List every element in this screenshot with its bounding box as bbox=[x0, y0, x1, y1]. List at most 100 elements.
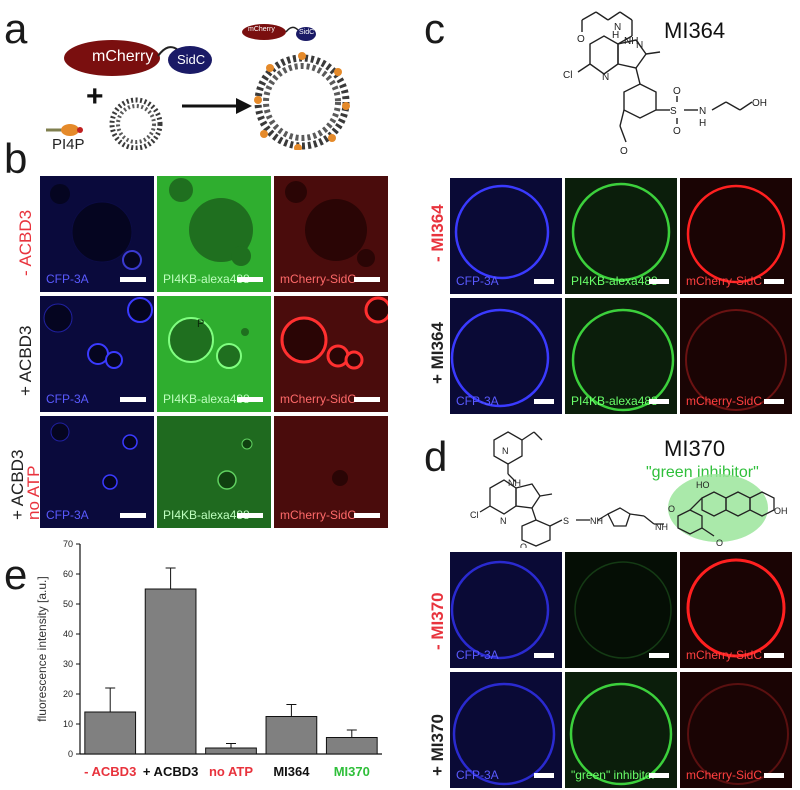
channel-label: PI4KB-alexa488 bbox=[163, 272, 250, 286]
tile-b-r3-cfp: CFP-3A bbox=[40, 416, 154, 528]
tile-d-r1-mcherry: mCherry-SidC bbox=[680, 552, 792, 668]
scale-bar bbox=[354, 277, 380, 282]
scale-bar bbox=[649, 279, 669, 284]
y-tick-label: 50 bbox=[63, 599, 73, 609]
chem-label: Cl bbox=[470, 510, 479, 520]
chem-label: O bbox=[716, 538, 723, 548]
chem-label: NH bbox=[508, 478, 521, 488]
scale-bar bbox=[764, 773, 784, 778]
chem-label: N bbox=[699, 106, 706, 117]
scale-bar bbox=[237, 277, 263, 282]
mcherry-ellipse bbox=[64, 40, 160, 76]
channel-label: mCherry-SidC bbox=[686, 274, 763, 288]
scale-bar bbox=[354, 513, 380, 518]
y-tick-label: 30 bbox=[63, 659, 73, 669]
tile-c-r1-cfp: CFP-3A bbox=[450, 178, 562, 294]
row-label-plus-mi370: + MI370 bbox=[428, 714, 447, 776]
linker-line bbox=[157, 46, 179, 57]
mi364-structure: O H N NH N N Cl S O O N H OH O bbox=[563, 11, 767, 157]
bar bbox=[265, 716, 318, 755]
tile-d-r1-green bbox=[565, 552, 677, 668]
channel-label: mCherry-SidC bbox=[686, 648, 763, 662]
pi4p-label: PI4P bbox=[52, 136, 85, 153]
pi4p-glyph bbox=[46, 124, 83, 136]
chem-label: H bbox=[699, 118, 706, 129]
scale-bar bbox=[120, 513, 146, 518]
tile-c-r2-pi4kb: PI4KB-alexa488 bbox=[565, 298, 677, 414]
x-category-label: + ACBD3 bbox=[143, 764, 199, 779]
chem-label: N bbox=[500, 516, 507, 526]
chem-label: S bbox=[563, 516, 569, 526]
scale-bar bbox=[120, 277, 146, 282]
chem-label: O bbox=[673, 126, 681, 137]
chem-label: H bbox=[612, 30, 619, 41]
marker-p: P bbox=[197, 318, 205, 330]
chem-label: Cl bbox=[563, 70, 572, 81]
scale-bar bbox=[534, 399, 554, 404]
sidc-label: SidC bbox=[177, 52, 206, 67]
tile-d-r2-green: "green" inhibitor bbox=[565, 672, 677, 788]
chem-label: O bbox=[673, 86, 681, 97]
x-category-label: MI364 bbox=[273, 764, 310, 779]
y-tick-label: 40 bbox=[63, 629, 73, 639]
row-label-plus-mi364: + MI364 bbox=[428, 322, 447, 384]
channel-label: PI4KB-alexa488 bbox=[571, 274, 658, 288]
panel-letter-d: d bbox=[424, 433, 448, 480]
channel-label: mCherry-SidC bbox=[280, 508, 357, 522]
panel-letter-a: a bbox=[4, 5, 28, 52]
sidc-ellipse bbox=[168, 46, 212, 74]
bar bbox=[144, 588, 197, 755]
liposome-large bbox=[254, 52, 350, 150]
channel-label: PI4KB-alexa488 bbox=[163, 392, 250, 406]
chem-label: OH bbox=[774, 506, 788, 516]
compound-mi370-title: MI370 bbox=[664, 436, 726, 461]
tile-b-r3-pi4kb: PI4KB-alexa488 bbox=[157, 416, 271, 528]
x-category-label: - ACBD3 bbox=[84, 764, 136, 779]
panel-a-schematic: mCherry SidC + PI4P mCherry SidC bbox=[40, 20, 420, 153]
channel-label: CFP-3A bbox=[46, 508, 89, 522]
tile-c-r1-mcherry: mCherry-SidC bbox=[680, 178, 792, 294]
scale-bar bbox=[237, 397, 263, 402]
panel-letter-c: c bbox=[424, 5, 445, 52]
chem-label: HO bbox=[696, 480, 710, 490]
chem-label: O bbox=[577, 34, 585, 45]
chem-label: S bbox=[670, 106, 677, 117]
arrow-icon bbox=[182, 98, 252, 114]
chem-label: O bbox=[620, 146, 628, 157]
channel-label: mCherry-SidC bbox=[686, 394, 763, 408]
scale-bar bbox=[534, 653, 554, 658]
small-mcherry-ellipse bbox=[242, 24, 286, 40]
tile-b-r2-pi4kb: P PI4KB-alexa488 bbox=[157, 296, 271, 412]
y-tick-label: 70 bbox=[63, 539, 73, 549]
channel-label: CFP-3A bbox=[456, 274, 499, 288]
channel-label: PI4KB-alexa488 bbox=[571, 394, 658, 408]
chem-label: NH bbox=[655, 522, 668, 532]
plus-sign: + bbox=[86, 80, 104, 113]
tile-b-r2-cfp: CFP-3A bbox=[40, 296, 154, 412]
bar bbox=[84, 711, 137, 755]
y-tick-label: 0 bbox=[68, 749, 73, 759]
scale-bar bbox=[534, 773, 554, 778]
panel-letter-e: e bbox=[4, 551, 28, 598]
tile-c-r1-pi4kb: PI4KB-alexa488 bbox=[565, 178, 677, 294]
bar bbox=[205, 747, 257, 755]
scale-bar bbox=[120, 397, 146, 402]
tile-c-r2-cfp: CFP-3A bbox=[450, 298, 562, 414]
tile-d-r2-cfp: CFP-3A bbox=[450, 672, 562, 788]
channel-label: mCherry-SidC bbox=[280, 392, 357, 406]
small-mcherry-label: mCherry bbox=[248, 26, 275, 33]
scale-bar bbox=[764, 279, 784, 284]
compound-mi364-title: MI364 bbox=[664, 18, 726, 43]
channel-label: mCherry-SidC bbox=[686, 768, 763, 782]
row-label-minus-mi364: - MI364 bbox=[428, 204, 447, 262]
tile-b-r1-pi4kb: PI4KB-alexa488 bbox=[157, 176, 271, 292]
channel-label: CFP-3A bbox=[456, 394, 499, 408]
green-highlight bbox=[668, 474, 768, 542]
channel-label: CFP-3A bbox=[46, 392, 89, 406]
y-tick-label: 60 bbox=[63, 569, 73, 579]
scale-bar bbox=[649, 399, 669, 404]
tile-b-r1-cfp: CFP-3A bbox=[40, 176, 154, 292]
tile-d-r2-mcherry: mCherry-SidC bbox=[680, 672, 792, 788]
schematic-drawing bbox=[46, 24, 350, 150]
scale-bar bbox=[764, 399, 784, 404]
